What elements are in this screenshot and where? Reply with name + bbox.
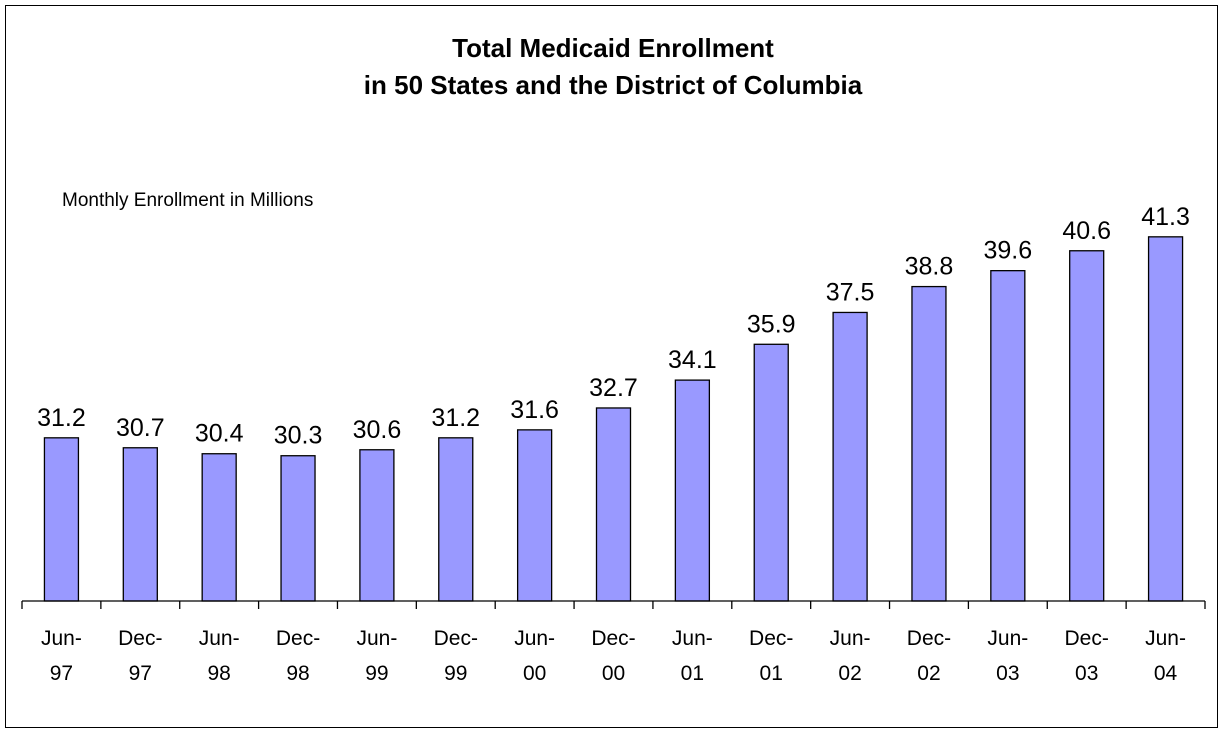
value-label: 31.6	[510, 396, 559, 424]
value-label: 37.5	[826, 278, 875, 306]
bar-series	[43, 236, 1184, 602]
value-label: 31.2	[37, 404, 86, 432]
bar	[595, 407, 632, 602]
value-label: 30.7	[116, 414, 165, 442]
bar	[201, 453, 237, 602]
x-tick-label: Dec-00	[591, 627, 635, 685]
bar	[1069, 250, 1105, 602]
value-label: 30.3	[274, 422, 323, 450]
bar	[43, 437, 80, 602]
value-label: 40.6	[1062, 217, 1111, 245]
bar	[674, 379, 711, 602]
value-label: 30.6	[353, 416, 402, 444]
bar	[359, 449, 395, 602]
value-label: 31.2	[431, 404, 480, 432]
x-tick-label: Dec-99	[434, 627, 478, 685]
bar	[280, 455, 316, 602]
x-tick-label: Dec-01	[749, 627, 793, 685]
x-tick-label: Jun-01	[672, 627, 713, 685]
unit-label: Monthly Enrollment in Millions	[62, 190, 314, 211]
bar	[911, 285, 947, 602]
bar	[438, 437, 474, 602]
value-label: 34.1	[668, 346, 717, 374]
x-tick-label: Jun-00	[514, 627, 555, 685]
x-axis-tick-labels: Jun-97 Dec-97 Jun-98 Dec-98 Jun-99 Dec-99 Jun-…	[41, 627, 1186, 685]
x-axis-ticks	[21, 601, 1206, 609]
x-tick-label: Dec-02	[907, 627, 951, 685]
x-tick-label: Dec-03	[1065, 627, 1109, 685]
x-tick-label: Jun-98	[199, 627, 240, 685]
x-tick-label: Dec-97	[118, 627, 162, 685]
chart-title: Total Medicaid Enrollment in 50 States a…	[0, 30, 1226, 104]
value-label: 41.3	[1141, 203, 1190, 231]
value-label: 39.6	[983, 237, 1032, 265]
bar	[1147, 236, 1184, 602]
x-tick-label: Jun-03	[987, 627, 1028, 685]
bar	[122, 447, 158, 602]
value-label: 38.8	[905, 253, 954, 281]
bar	[753, 343, 789, 602]
x-tick-label: Jun-02	[830, 627, 871, 685]
value-label: 30.4	[195, 420, 244, 448]
chart-title-line-1: Total Medicaid Enrollment	[452, 33, 774, 63]
x-tick-label: Dec-98	[276, 627, 320, 685]
bar	[990, 270, 1026, 602]
value-label: 32.7	[589, 374, 638, 402]
x-tick-label: Jun-99	[356, 627, 397, 685]
x-tick-label: Jun-04	[1145, 627, 1186, 685]
x-tick-label: Jun-97	[41, 627, 82, 685]
value-labels: 31.2 30.7 30.4 30.3 30.6 31.2 31.6 32.7 34.1 35.9…	[37, 203, 1190, 450]
bar	[832, 311, 868, 602]
chart-title-line-2: in 50 States and the District of Columbi…	[363, 70, 863, 100]
bar	[516, 429, 553, 602]
value-label: 35.9	[747, 310, 796, 338]
